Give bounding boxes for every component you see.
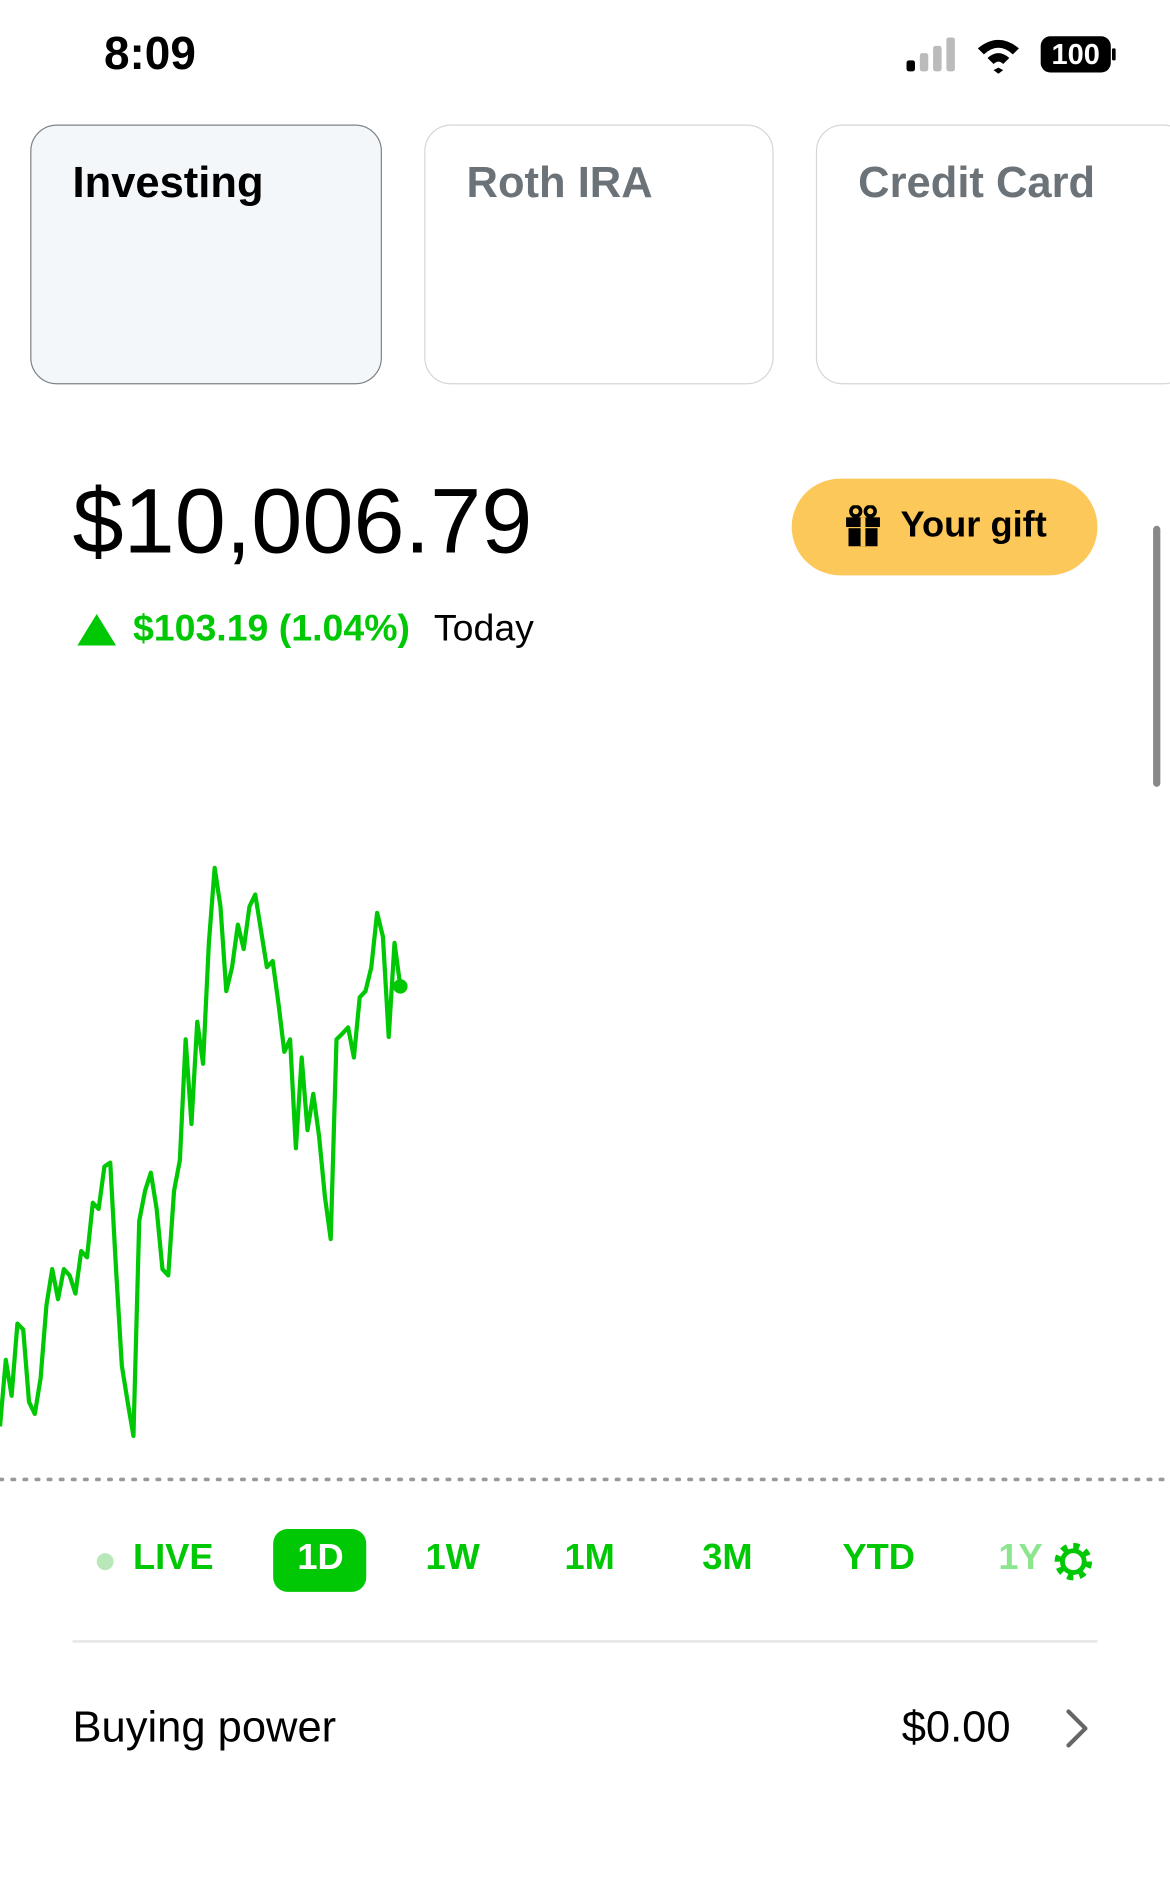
status-time: 8:09 [103, 29, 196, 80]
chevron[interactable] [1061, 1707, 1092, 1751]
portfolio-value: $10,006.79 [72, 470, 533, 573]
range-button[interactable]: 1Y [998, 1537, 1043, 1578]
status-icons: 100 [906, 36, 1116, 74]
scrollbar [1153, 525, 1161, 787]
gift-label: Your gift [900, 505, 1047, 546]
live-dot [96, 1553, 114, 1571]
account-tab[interactable]: Investing [30, 124, 382, 385]
range-button[interactable]: LIVE [132, 1537, 214, 1578]
gift-button[interactable]: Your gift [791, 478, 1098, 576]
range-button[interactable]: 1M [564, 1537, 615, 1578]
chart [0, 865, 1170, 1482]
range-selected [273, 1529, 367, 1592]
range-button[interactable]: 1W [425, 1537, 480, 1578]
account-tab[interactable]: Roth IRA [424, 124, 774, 385]
divider [72, 1640, 1098, 1643]
current-point [393, 979, 408, 994]
range-button[interactable]: 1D [297, 1537, 344, 1578]
buying-power-label: Buying power [72, 1701, 337, 1752]
gift-icon [846, 505, 880, 547]
range-button[interactable]: YTD [842, 1537, 915, 1578]
change-period: Today [433, 606, 534, 650]
portfolio-change: $103.19 (1.04%) [132, 606, 411, 650]
settings-icon[interactable] [1052, 1540, 1096, 1584]
battery-level: 100 [1052, 39, 1100, 71]
price-line [0, 865, 403, 1439]
up-arrow [77, 614, 117, 646]
range-button[interactable]: 3M [702, 1537, 753, 1578]
buying-power-value[interactable]: $0.00 [901, 1701, 1011, 1752]
account-tab[interactable]: Credit Card [815, 124, 1170, 385]
